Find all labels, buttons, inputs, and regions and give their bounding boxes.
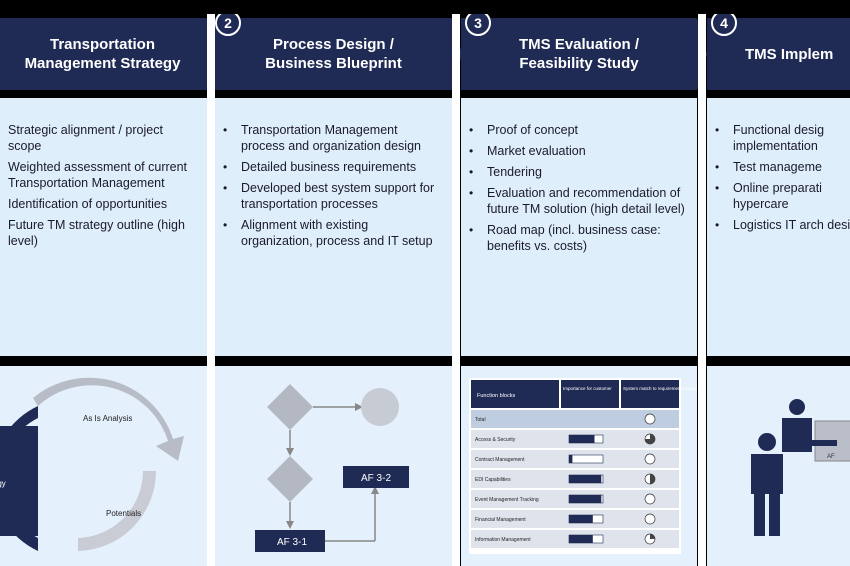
label-potentials: Potentials [106, 509, 141, 518]
phase-3: TMS Evaluation / Feasibility Study 3 Pro… [461, 0, 714, 566]
bullet: Weighted assessment of current Transport… [8, 159, 197, 191]
label-strategy: Strategy [0, 479, 6, 488]
table-header-importance: Importance for customer [563, 386, 612, 391]
cycle-diagram: As Is Analysis Potentials Strategy [0, 377, 184, 551]
circle-node [361, 388, 399, 426]
bullet: Alignment with existing organization, pr… [223, 217, 442, 249]
bullet: Identification of opportunities [8, 196, 197, 212]
bullet: Tendering [469, 164, 687, 180]
table-row-label: Information Management [475, 537, 531, 543]
phase-1-bullets: Strategic alignment / project scope Weig… [0, 98, 207, 356]
bullet: Detailed business requirements [223, 159, 442, 175]
table-row-label: Event Management Tracking [475, 497, 539, 503]
divider [452, 0, 460, 566]
diamond-top [267, 384, 313, 430]
phase-3-visual: Function blocks Importance for customer … [461, 366, 714, 566]
bullet: Market evaluation [469, 143, 687, 159]
bullet: Future TM strategy outline (high level) [8, 217, 197, 249]
importance-bar [569, 495, 602, 503]
phase-4: TMS Implem 4 Functional desig implementa… [707, 0, 850, 566]
box-af-3-1 [255, 530, 325, 552]
importance-bar-track [568, 454, 604, 464]
importance-bar [569, 515, 593, 523]
label-af-3-1: AF 3-1 [277, 537, 307, 548]
cycle-arc-right [78, 471, 156, 551]
table-row [471, 410, 679, 428]
harvey-ball-fill [650, 534, 655, 539]
phase-3-bullets: Proof of concept Market evaluation Tende… [461, 98, 697, 356]
cycle-arc-top [33, 377, 184, 461]
phase-1-title: Transportation Management Strategy [0, 18, 207, 90]
diamond-bottom [267, 456, 313, 502]
table-header-match: System match to requirements legacy syst… [623, 386, 697, 391]
harvey-ball [644, 493, 656, 505]
table-row-label: Total [475, 417, 486, 423]
harvey-ball [644, 453, 656, 465]
flow-diagram: AF 3-1 AF 3-2 [255, 384, 409, 552]
bullet: Test manageme [715, 159, 850, 175]
phase-2-title: Process Design / Business Blueprint [215, 18, 452, 90]
divider [207, 0, 215, 566]
label-af: AF [827, 454, 835, 460]
person-front-body [751, 454, 783, 494]
bullet: Developed best system support for transp… [223, 180, 442, 212]
person-back-body [782, 418, 812, 452]
evaluation-table: Function blocks Importance for customer … [469, 378, 714, 554]
bullet: Evaluation and recommendation of future … [469, 185, 687, 217]
importance-bar [569, 475, 602, 483]
harvey-ball-fill [645, 434, 655, 444]
harvey-ball [644, 513, 656, 525]
phase-2: Process Design / Business Blueprint 2 Tr… [215, 0, 462, 566]
importance-bar [569, 455, 573, 463]
bullet: Functional desig implementation [715, 122, 850, 154]
table-row-label: Contract Management [475, 457, 525, 463]
phase-1-visual: As Is Analysis Potentials Strategy [0, 366, 207, 566]
bullet: Logistics IT arch design [715, 217, 850, 233]
harvey-ball-fill [650, 474, 655, 484]
people-illustration: AF [751, 399, 850, 536]
phase-2-bullets: Transportation Management process and or… [215, 98, 452, 356]
person-back-head [789, 399, 805, 415]
importance-bar [569, 535, 593, 543]
table-row-label: Financial Management [475, 517, 526, 523]
bullet: Strategic alignment / project scope [8, 122, 197, 154]
phase-1: Transportation Management Strategy Strat… [0, 0, 217, 566]
divider [698, 0, 706, 566]
label-af-3-2: AF 3-2 [361, 473, 391, 484]
importance-bar [569, 435, 595, 443]
phase-3-title: TMS Evaluation / Feasibility Study [461, 18, 697, 90]
box-af-3-2 [343, 466, 409, 488]
bullet: Transportation Management process and or… [223, 122, 442, 154]
phase-4-visual: AF [707, 366, 850, 566]
top-edge [0, 0, 850, 14]
table-row-label: EDI Capabilities [475, 477, 511, 483]
phase-4-bullets: Functional desig implementation Test man… [707, 98, 850, 356]
table-row-label: Access & Security [475, 437, 516, 443]
table-header-function: Function blocks [477, 393, 515, 399]
bullet: Online preparati hypercare [715, 180, 850, 212]
label-as-is: As Is Analysis [83, 414, 132, 423]
harvey-ball [644, 413, 656, 425]
bullet: Proof of concept [469, 122, 687, 138]
bullet: Road map (incl. business case: benefits … [469, 222, 687, 254]
phase-2-visual: AF 3-1 AF 3-2 [215, 366, 452, 566]
person-front-head [758, 433, 776, 451]
